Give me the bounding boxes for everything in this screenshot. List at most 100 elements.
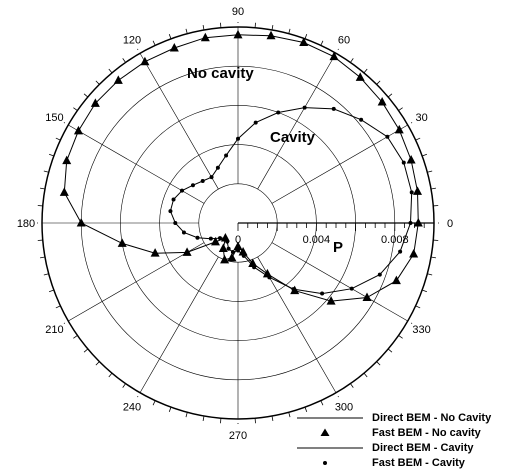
dot-marker bbox=[227, 247, 231, 251]
dot-marker bbox=[242, 254, 246, 258]
dot-marker bbox=[267, 275, 271, 279]
angular-tick-label: 210 bbox=[45, 324, 63, 336]
rim-tick bbox=[416, 306, 421, 308]
dot-marker bbox=[180, 189, 184, 193]
rim-tick bbox=[153, 41, 155, 46]
annotation-no-cavity: No cavity bbox=[187, 65, 254, 82]
dot-marker bbox=[173, 221, 177, 225]
rim-tick bbox=[64, 323, 65, 324]
rim-tick bbox=[169, 407, 171, 412]
triangle-marker bbox=[118, 238, 127, 247]
triangle-marker bbox=[60, 187, 69, 196]
dot-marker bbox=[252, 265, 256, 269]
radial-tick-label: 0.004 bbox=[303, 234, 331, 246]
rim-tick bbox=[49, 290, 54, 292]
dot-marker bbox=[385, 135, 389, 139]
rim-tick bbox=[411, 123, 412, 124]
angular-tick-label: 180 bbox=[17, 218, 35, 230]
dot-marker bbox=[216, 166, 220, 170]
dot-marker bbox=[195, 236, 199, 240]
angular-tick-label: 0 bbox=[447, 218, 453, 230]
rim-tick bbox=[422, 290, 427, 292]
rim-tick bbox=[321, 41, 323, 46]
rim-tick bbox=[289, 29, 290, 34]
rim-tick bbox=[350, 58, 353, 62]
dot-marker bbox=[254, 121, 258, 125]
rim-tick bbox=[203, 25, 204, 30]
rim-tick bbox=[96, 81, 100, 85]
rim-tick bbox=[388, 349, 392, 352]
rim-tick bbox=[40, 257, 45, 258]
rim-tick bbox=[338, 396, 339, 397]
rim-tick bbox=[49, 154, 54, 156]
rim-tick bbox=[84, 94, 88, 97]
angular-tick-label: 330 bbox=[412, 324, 430, 336]
rim-tick bbox=[44, 171, 49, 172]
rim-tick bbox=[64, 123, 65, 124]
rim-tick bbox=[399, 335, 403, 338]
dot-marker bbox=[398, 250, 402, 254]
dot-marker bbox=[320, 292, 324, 296]
rim-tick bbox=[377, 81, 381, 85]
rim-tick bbox=[305, 34, 307, 39]
rim-tick bbox=[305, 407, 307, 412]
triangle-marker bbox=[234, 30, 243, 39]
rim-tick bbox=[73, 335, 77, 338]
dot-marker bbox=[410, 190, 414, 194]
dot-marker bbox=[402, 161, 406, 165]
angular-tick-label: 240 bbox=[123, 402, 141, 414]
triangle-marker bbox=[395, 125, 404, 133]
triangle-marker bbox=[356, 72, 365, 81]
angular-tick-label: 270 bbox=[229, 430, 247, 442]
dot-marker bbox=[408, 221, 412, 225]
rim-tick bbox=[388, 94, 392, 97]
legend-label-direct-no-cavity: Direct BEM - No Cavity bbox=[372, 412, 492, 424]
dot-marker bbox=[224, 153, 228, 157]
dot-marker bbox=[350, 287, 354, 291]
rim-tick bbox=[422, 154, 427, 156]
rim-tick bbox=[272, 416, 273, 421]
triangle-marker bbox=[114, 75, 123, 84]
rim-tick bbox=[364, 373, 367, 377]
angular-tick-label: 150 bbox=[45, 112, 63, 124]
dot-marker bbox=[168, 209, 172, 213]
rim-tick bbox=[56, 306, 61, 308]
dot-marker bbox=[191, 183, 195, 187]
dot-marker bbox=[236, 137, 240, 141]
legend-label-fast-no-cavity: Fast BEM - No cavity bbox=[372, 427, 482, 439]
angular-tick-label: 60 bbox=[338, 34, 350, 46]
rim-tick bbox=[40, 188, 45, 189]
dot-marker bbox=[231, 250, 235, 254]
triangle-marker bbox=[409, 249, 418, 258]
rim-tick bbox=[123, 384, 126, 388]
rim-tick bbox=[350, 384, 353, 388]
rim-tick bbox=[431, 257, 436, 258]
dot-marker bbox=[223, 236, 227, 240]
dot-marker bbox=[291, 287, 295, 291]
triangle-marker bbox=[414, 218, 423, 227]
rim-tick bbox=[138, 396, 139, 397]
rim-tick bbox=[123, 58, 126, 62]
grid-spoke bbox=[140, 257, 218, 393]
legend-swatch-fast-no-cavity bbox=[321, 429, 330, 437]
angular-tick-label: 30 bbox=[415, 112, 427, 124]
dot-marker bbox=[172, 198, 176, 202]
triangle-marker bbox=[219, 243, 228, 252]
triangle-marker bbox=[74, 126, 83, 135]
dot-marker bbox=[359, 118, 363, 122]
rim-tick bbox=[427, 274, 432, 275]
rim-tick bbox=[73, 108, 77, 111]
rim-tick bbox=[56, 138, 61, 140]
rim-tick bbox=[364, 69, 367, 73]
angular-tick-label: 120 bbox=[123, 34, 141, 46]
triangle-marker bbox=[140, 57, 149, 66]
rim-tick bbox=[289, 412, 290, 417]
rim-tick bbox=[138, 49, 139, 50]
triangle-marker bbox=[330, 52, 339, 61]
dot-marker bbox=[210, 175, 214, 179]
triangle-marker bbox=[413, 186, 422, 195]
rim-tick bbox=[203, 416, 204, 421]
triangle-marker bbox=[392, 276, 401, 285]
legend: Direct BEM - No Cavity Fast BEM - No cav… bbox=[297, 412, 492, 469]
